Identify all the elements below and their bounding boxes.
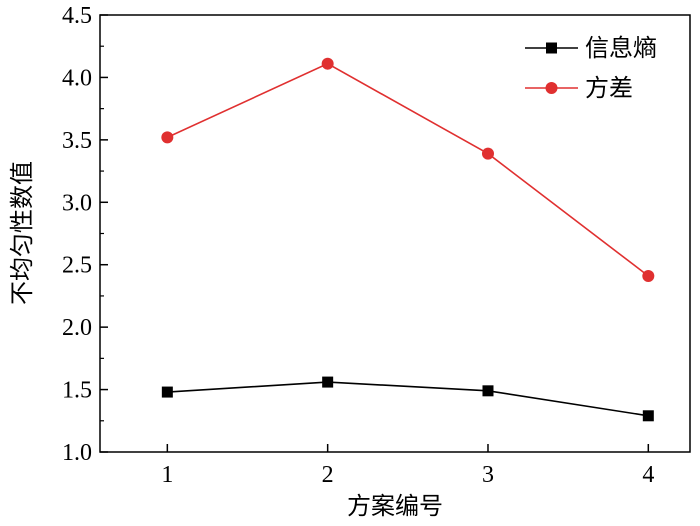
legend-marker [546,42,557,54]
series-2 [161,57,655,282]
y-axis-title: 不均匀性数值 [8,161,36,305]
y-tick-label: 2.5 [62,253,92,279]
legend-marker [545,82,558,94]
y-tick-label: 4.0 [62,65,92,91]
legend-item: 方差 [525,74,633,102]
data-point-square [482,385,494,397]
x-tick-label: 1 [161,462,173,488]
data-point-circle [642,269,655,282]
x-tick-label: 4 [642,462,654,488]
data-point-circle [481,147,494,160]
series-layer [161,57,655,422]
x-tick-label: 3 [482,462,494,488]
data-point-square [322,376,334,388]
x-axis: 1 2 3 4 [161,444,654,488]
x-tick-label: 2 [322,462,334,488]
x-axis-title: 方案编号 [347,492,443,520]
y-tick-label: 1.0 [62,440,92,466]
data-point-circle [161,131,174,144]
data-point-circle [321,57,334,70]
legend-label: 信息熵 [585,34,657,62]
y-tick-label: 1.5 [62,378,92,404]
y-tick-label: 3.5 [62,128,92,154]
series-line [167,381,649,417]
legend-item: 信息熵 [525,34,657,62]
y-axis: 1.0 1.5 2.0 2.5 3.0 3.5 4.0 4.5 [62,3,108,466]
series-line [167,62,649,277]
y-tick-label: 4.5 [62,3,92,29]
data-point-square [161,386,173,398]
data-point-square [642,410,654,422]
legend-label: 方差 [585,74,633,102]
y-tick-label: 3.0 [62,190,92,216]
y-tick-label: 2.0 [62,315,92,341]
series-1 [161,376,654,422]
